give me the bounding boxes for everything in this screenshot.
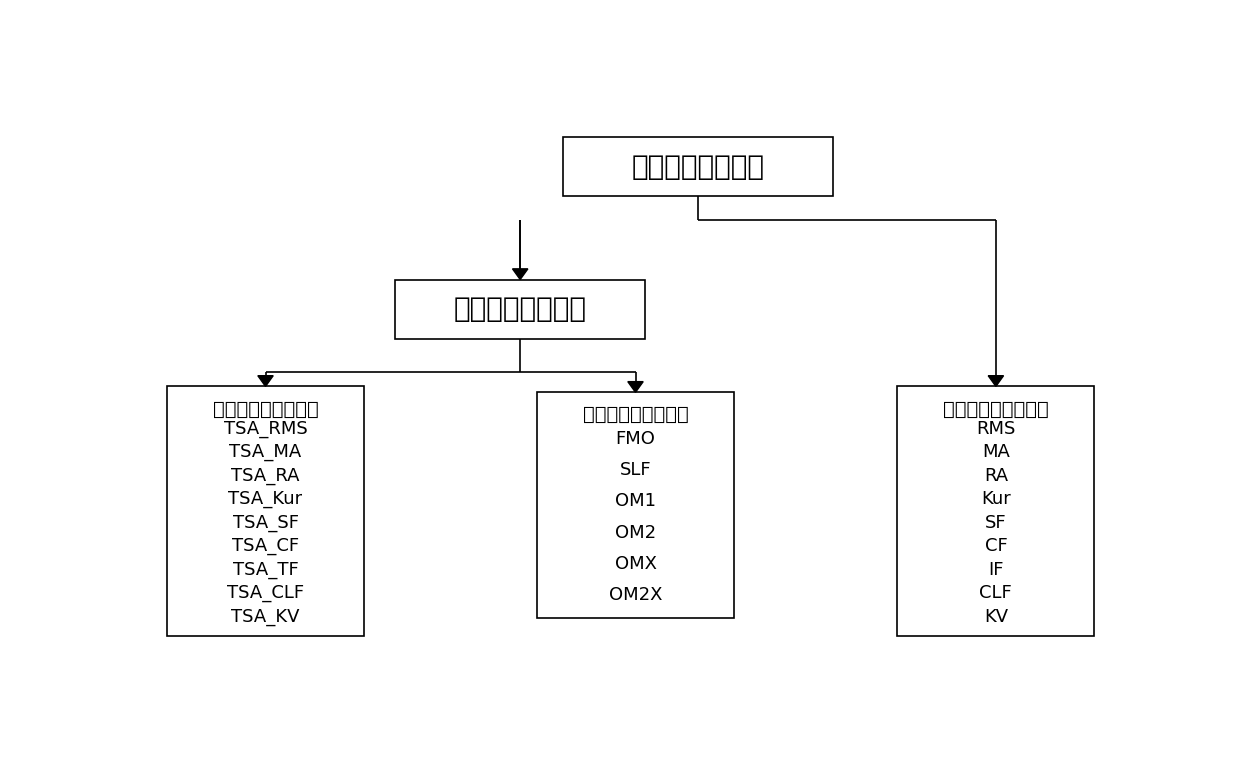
Text: TSA_RA: TSA_RA xyxy=(232,467,300,485)
Bar xyxy=(563,137,832,197)
Bar xyxy=(898,386,1095,636)
Text: TSA_Kur: TSA_Kur xyxy=(228,490,303,508)
Text: KV: KV xyxy=(983,608,1008,626)
Text: OM2: OM2 xyxy=(615,524,656,541)
Text: CF: CF xyxy=(985,537,1007,555)
Text: Kur: Kur xyxy=(981,490,1011,508)
Text: 第三齿轮特征指标集: 第三齿轮特征指标集 xyxy=(942,399,1049,419)
Text: OM2X: OM2X xyxy=(609,586,662,604)
Text: TSA_RMS: TSA_RMS xyxy=(223,420,308,438)
Bar xyxy=(167,386,365,636)
Text: CLF: CLF xyxy=(980,584,1012,602)
Text: 时域同步平均处理: 时域同步平均处理 xyxy=(454,295,587,323)
Text: TSA_MA: TSA_MA xyxy=(229,443,301,462)
Polygon shape xyxy=(258,375,273,386)
Text: SLF: SLF xyxy=(620,461,651,479)
Text: TSA_CF: TSA_CF xyxy=(232,537,299,555)
Text: 第二齿轮特征指标集: 第二齿轮特征指标集 xyxy=(583,406,688,424)
Text: TSA_SF: TSA_SF xyxy=(233,514,299,532)
Text: SF: SF xyxy=(985,514,1007,532)
Text: RA: RA xyxy=(983,467,1008,485)
Text: RMS: RMS xyxy=(976,420,1016,438)
Text: TSA_TF: TSA_TF xyxy=(233,561,299,579)
Text: OMX: OMX xyxy=(615,555,656,573)
Text: TSA_CLF: TSA_CLF xyxy=(227,584,304,602)
Text: 机械原始振动信号: 机械原始振动信号 xyxy=(631,153,765,180)
Text: 第一齿轮特征指标集: 第一齿轮特征指标集 xyxy=(212,399,319,419)
Polygon shape xyxy=(512,269,528,280)
Bar xyxy=(396,280,645,339)
Text: MA: MA xyxy=(982,443,1009,462)
Text: TSA_KV: TSA_KV xyxy=(232,608,300,626)
Text: IF: IF xyxy=(988,561,1003,579)
Text: OM1: OM1 xyxy=(615,493,656,510)
Bar xyxy=(537,392,734,618)
Polygon shape xyxy=(988,375,1003,386)
Text: FMO: FMO xyxy=(615,429,656,448)
Polygon shape xyxy=(627,382,644,392)
